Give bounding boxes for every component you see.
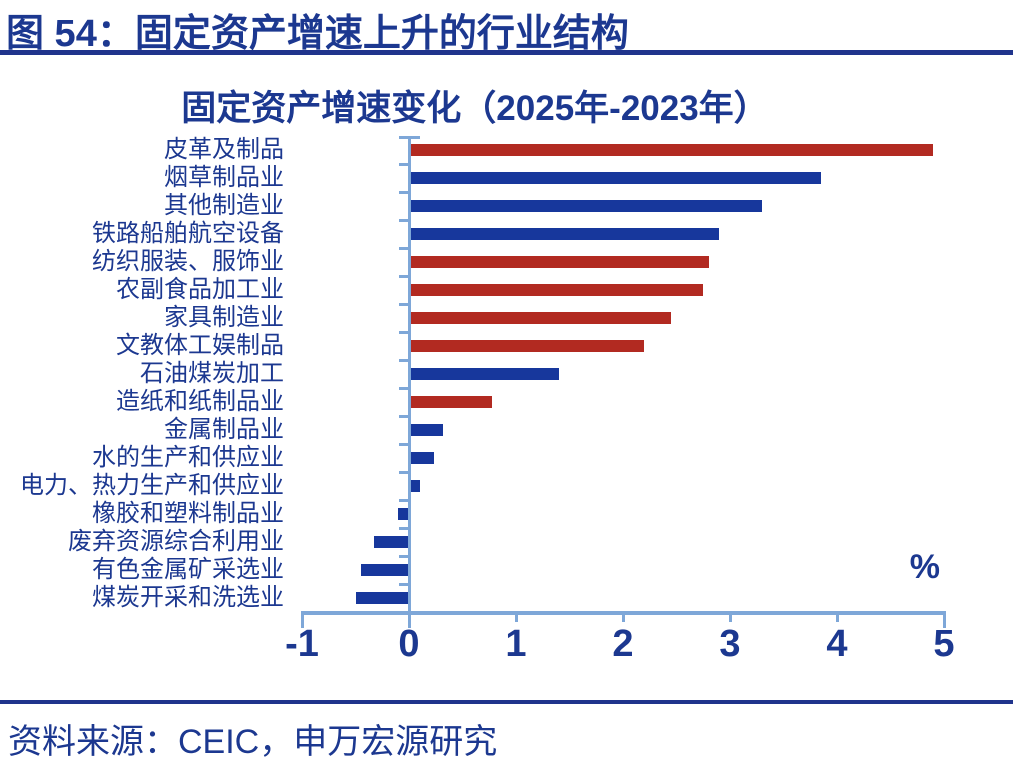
category-label: 造纸和纸制品业 xyxy=(116,388,284,415)
y-axis-tick xyxy=(399,415,409,418)
category-label: 金属制品业 xyxy=(164,416,284,443)
bar xyxy=(409,284,704,296)
x-tick-label: 5 xyxy=(933,622,955,665)
y-axis-tick xyxy=(399,359,409,362)
bar xyxy=(409,480,420,492)
x-axis-tick xyxy=(621,610,625,622)
category-label: 水的生产和供应业 xyxy=(92,444,284,471)
x-axis-tick xyxy=(942,610,946,628)
category-label: 橡胶和塑料制品业 xyxy=(92,500,284,527)
category-label: 废弃资源综合利用业 xyxy=(68,528,284,555)
x-tick-label: 3 xyxy=(719,622,741,665)
x-tick-label: 1 xyxy=(505,622,527,665)
header-rule xyxy=(0,50,1013,55)
bar xyxy=(398,508,409,520)
unit-label: % xyxy=(909,548,940,586)
y-axis-tick xyxy=(399,499,409,502)
x-axis-tick xyxy=(514,610,518,622)
bar xyxy=(409,172,821,184)
category-label: 皮革及制品 xyxy=(164,136,284,163)
bar xyxy=(409,256,709,268)
bar xyxy=(355,592,409,604)
bar xyxy=(409,312,672,324)
source-note: 资料来源：CEIC，申万宏源研究 xyxy=(8,723,498,761)
y-axis-tick xyxy=(399,275,409,278)
bar xyxy=(360,564,409,576)
category-label: 文教体工娱制品 xyxy=(116,332,284,359)
chart-title: 固定资产增速变化（2025年-2023年） xyxy=(181,89,769,128)
x-axis-tick xyxy=(728,610,732,622)
y-axis-tick xyxy=(399,583,409,586)
category-label: 烟草制品业 xyxy=(164,164,284,191)
y-axis-tick xyxy=(399,555,409,558)
y-axis-tick xyxy=(399,387,409,390)
y-axis-tick xyxy=(399,443,409,446)
y-axis-tick xyxy=(399,527,409,530)
x-axis-tick xyxy=(300,610,304,628)
y-axis-line xyxy=(407,136,411,615)
bar xyxy=(373,536,409,548)
bar xyxy=(409,144,934,156)
figure-header: 图 54：固定资产增速上升的行业结构 xyxy=(6,13,629,55)
bar xyxy=(409,452,434,464)
category-label: 家具制造业 xyxy=(164,304,284,331)
footer-rule xyxy=(0,700,1013,704)
y-axis-tick xyxy=(399,163,409,166)
bar xyxy=(409,200,763,212)
category-label: 电力、热力生产和供应业 xyxy=(20,472,284,499)
y-axis-tick xyxy=(399,471,409,474)
bar xyxy=(409,340,645,352)
category-label: 铁路船舶航空设备 xyxy=(92,220,284,247)
category-label: 煤炭开采和洗选业 xyxy=(92,584,284,611)
y-axis-tick xyxy=(399,247,409,250)
bar xyxy=(409,368,559,380)
category-label: 有色金属矿采选业 xyxy=(92,556,284,583)
category-label: 农副食品加工业 xyxy=(116,276,284,303)
x-tick-label: 4 xyxy=(826,622,848,665)
bar xyxy=(409,424,444,436)
bar xyxy=(409,396,493,408)
category-label: 其他制造业 xyxy=(164,192,284,219)
y-axis-top-cap xyxy=(399,136,420,139)
y-axis-tick xyxy=(399,303,409,306)
x-tick-label: 2 xyxy=(612,622,634,665)
x-tick-label: -1 xyxy=(285,622,319,665)
y-axis-tick xyxy=(399,331,409,334)
category-label: 纺织服装、服饰业 xyxy=(92,248,284,275)
x-axis-tick xyxy=(407,610,411,628)
x-axis-tick xyxy=(835,610,839,622)
x-tick-label: 0 xyxy=(398,622,420,665)
bar xyxy=(409,228,720,240)
category-label: 石油煤炭加工 xyxy=(140,360,284,387)
y-axis-tick xyxy=(399,219,409,222)
y-axis-tick xyxy=(399,191,409,194)
